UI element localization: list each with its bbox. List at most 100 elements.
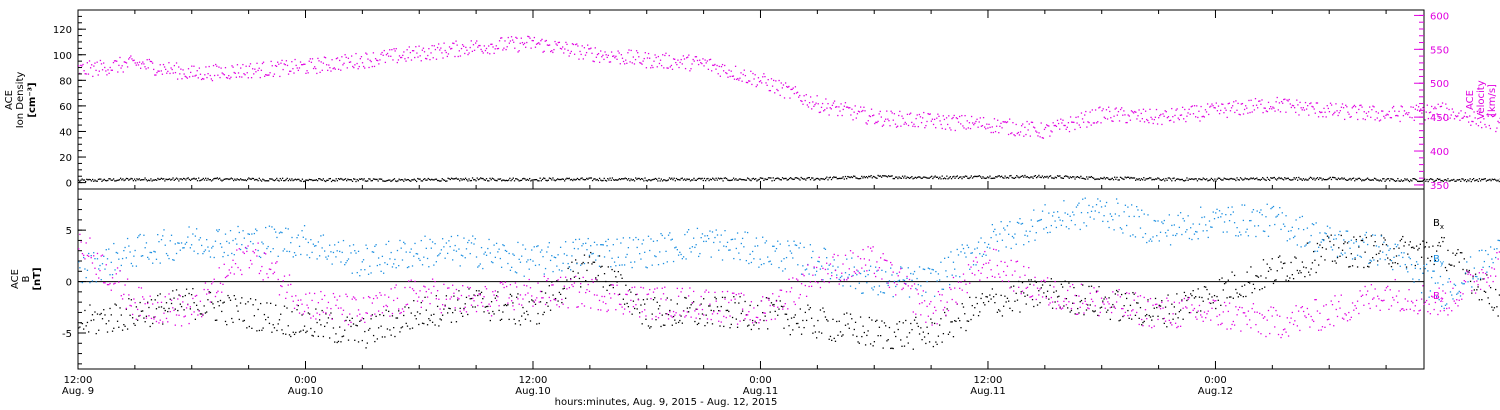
by-point: [444, 257, 446, 259]
bx-point: [1461, 252, 1463, 254]
density-point: [779, 179, 781, 181]
velocity-point: [513, 41, 515, 43]
velocity-point: [1425, 111, 1427, 113]
bx-point: [1297, 272, 1300, 274]
bx-point: [1080, 299, 1083, 302]
density-point: [1130, 176, 1132, 179]
velocity-point: [1104, 117, 1107, 120]
velocity-point: [1256, 107, 1259, 109]
velocity-point: [1433, 108, 1435, 110]
bx-point: [814, 331, 817, 333]
density-point: [475, 180, 477, 182]
density-point: [990, 177, 992, 180]
density-point: [819, 179, 821, 181]
density-point: [1125, 177, 1127, 179]
by-point: [714, 236, 716, 239]
velocity-point: [94, 62, 96, 64]
velocity-point: [792, 87, 794, 89]
by-point: [645, 266, 647, 268]
by-point: [528, 268, 530, 270]
density-point: [1021, 175, 1024, 177]
by-point: [494, 256, 496, 259]
density-point: [1363, 179, 1365, 182]
velocity-point: [163, 66, 166, 68]
by-point: [173, 259, 175, 261]
density-point: [351, 180, 354, 182]
density-point: [413, 178, 415, 180]
bx-point: [1015, 292, 1017, 295]
by-point: [246, 247, 248, 250]
bx-point: [1023, 292, 1025, 294]
density-point: [857, 178, 859, 180]
bottom-panel-plot-area: [78, 197, 1500, 350]
by-point: [211, 247, 213, 249]
density-point: [975, 175, 977, 178]
bx-point: [559, 293, 562, 295]
density-point: [777, 177, 779, 179]
by-point: [194, 235, 197, 237]
bx-point: [1179, 309, 1182, 311]
bx-point: [144, 321, 146, 323]
density-point: [622, 178, 624, 180]
bx-point: [611, 268, 613, 271]
density-point: [901, 175, 904, 177]
by-point: [700, 237, 702, 239]
density-point: [535, 178, 538, 181]
bx-point: [317, 335, 320, 338]
density-point: [1112, 179, 1115, 181]
bx-point: [930, 318, 932, 320]
by-point: [802, 265, 804, 267]
bx-point: [799, 308, 801, 310]
velocity-point: [478, 44, 480, 47]
bx-point: [1481, 299, 1483, 301]
by-point: [902, 279, 904, 281]
velocity-point: [1165, 111, 1167, 113]
bx-point: [239, 302, 242, 304]
by-point: [136, 236, 139, 239]
by-point: [706, 235, 709, 237]
bx-point: [822, 307, 824, 309]
bx-point: [364, 330, 366, 333]
velocity-point: [1299, 101, 1301, 104]
bx-point: [782, 306, 784, 308]
by-point: [730, 238, 732, 241]
bx-point: [607, 266, 609, 268]
by-point: [283, 248, 286, 250]
bx-point: [920, 327, 922, 329]
bx-point: [977, 314, 980, 317]
by-point: [418, 257, 420, 260]
bx-point: [847, 323, 849, 325]
velocity-point: [1155, 108, 1158, 111]
bx-point: [1350, 253, 1352, 255]
velocity-tick-label: 350: [1430, 181, 1449, 192]
density-point: [216, 177, 218, 179]
bx-point: [704, 324, 706, 327]
velocity-point: [366, 53, 368, 55]
by-point: [672, 260, 675, 263]
bx-point: [184, 294, 186, 297]
density-point: [1383, 178, 1385, 180]
bx-point: [1484, 291, 1487, 293]
velocity-point: [832, 102, 835, 104]
density-point: [1204, 178, 1207, 181]
bx-point: [429, 319, 431, 322]
density-point: [707, 177, 709, 180]
density-point: [398, 178, 400, 180]
velocity-point: [1339, 110, 1341, 112]
bx-point: [915, 316, 917, 319]
bx-point: [243, 319, 245, 322]
density-point: [702, 179, 704, 182]
velocity-point: [1276, 96, 1278, 99]
density-point: [1337, 177, 1340, 179]
velocity-point: [1091, 109, 1093, 111]
bx-point: [1031, 298, 1034, 301]
bx-point: [654, 297, 656, 299]
density-point: [1016, 175, 1018, 177]
velocity-point: [292, 68, 294, 70]
density-point: [159, 178, 161, 180]
bx-point: [1192, 289, 1194, 292]
velocity-point: [1235, 100, 1237, 102]
by-point: [587, 237, 589, 240]
bx-point: [969, 296, 971, 299]
density-point: [1059, 175, 1061, 177]
